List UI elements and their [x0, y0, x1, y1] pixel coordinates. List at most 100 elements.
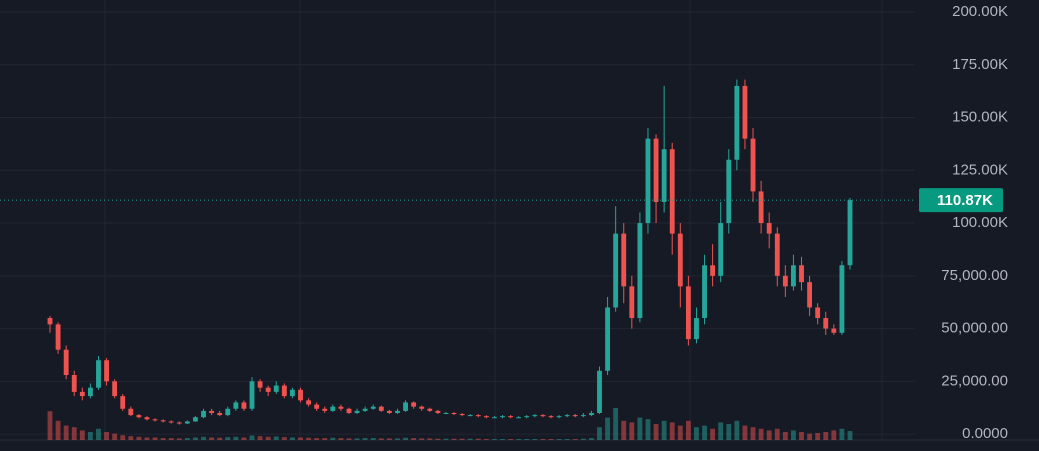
candle-body	[500, 416, 505, 418]
volume-bar	[249, 435, 255, 440]
volume-bar	[55, 420, 61, 440]
candle-body	[176, 422, 182, 424]
volume-bar	[588, 438, 594, 440]
volume-bar	[580, 438, 586, 440]
candle-body	[548, 416, 554, 418]
volume-bar	[338, 438, 344, 440]
candle-body	[144, 417, 150, 420]
volume-bar	[362, 438, 368, 440]
candle-body	[734, 85, 740, 160]
volume-bar	[87, 432, 93, 440]
volume-bar	[168, 438, 174, 440]
volume-bar	[734, 420, 740, 440]
candle-body	[621, 233, 627, 287]
volume-bar	[354, 438, 360, 440]
volume-bar	[807, 433, 813, 440]
candle-body	[314, 404, 320, 409]
volume-bar	[370, 438, 376, 440]
candle-body	[694, 318, 699, 340]
candle-body	[338, 406, 344, 409]
volume-bar	[411, 438, 417, 440]
volume-bar	[483, 439, 489, 440]
candle-body	[524, 416, 530, 418]
candle-body	[63, 349, 69, 376]
candle-body	[750, 138, 756, 192]
volume-bar	[685, 420, 691, 440]
volume-bar	[160, 438, 166, 440]
volume-bar	[346, 438, 352, 440]
candle-body	[588, 412, 594, 416]
candle-body	[79, 391, 85, 397]
candle-body	[637, 223, 643, 319]
candle-body	[605, 307, 610, 371]
volume-bar	[395, 438, 400, 440]
volume-bar	[451, 438, 457, 440]
candle-body	[807, 282, 813, 308]
candle-body	[386, 410, 392, 413]
candle-body	[556, 416, 562, 418]
candle-body	[395, 410, 400, 413]
volume-bar	[112, 433, 118, 440]
candle-body	[597, 370, 602, 413]
candle-body	[564, 415, 570, 417]
candle-body	[677, 233, 683, 287]
y-tick-label: 150.00K	[952, 109, 1008, 126]
volume-bar	[694, 427, 699, 440]
volume-bar	[645, 419, 651, 440]
candle-body	[257, 381, 263, 388]
candle-body	[241, 402, 247, 409]
candle-body	[467, 415, 473, 417]
y-tick-label: 100.00K	[952, 214, 1008, 231]
y-tick-label: 25,000.00	[941, 372, 1008, 389]
volume-bar	[669, 422, 675, 440]
volume-bar	[427, 438, 433, 440]
candle-body	[774, 233, 780, 276]
candle-body	[459, 414, 465, 416]
volume-bar	[96, 428, 101, 440]
last-price-box	[919, 188, 1003, 213]
candle-body	[572, 415, 578, 417]
candle-body	[483, 416, 489, 418]
candle-body	[136, 415, 142, 418]
y-tick-label: 125.00K	[952, 161, 1008, 178]
volume-bar	[120, 435, 126, 440]
candle-body	[782, 275, 788, 287]
candle-body	[419, 406, 425, 409]
candle-body	[839, 265, 845, 333]
volume-bar	[815, 432, 821, 440]
volume-bar	[718, 422, 724, 440]
volume-bar	[791, 430, 796, 440]
candle-body	[233, 402, 239, 409]
volume-bar	[524, 439, 530, 440]
volume-bar	[653, 424, 659, 440]
candle-body	[435, 410, 441, 413]
candle-body	[742, 85, 748, 139]
volume-bar	[823, 432, 829, 440]
y-tick-label: 200.00K	[952, 3, 1008, 20]
volume-bar	[241, 437, 247, 440]
volume-bar	[532, 439, 538, 440]
volume-bar	[677, 425, 683, 440]
volume-bar	[564, 439, 570, 440]
volume-bar	[136, 436, 142, 440]
volume-bar	[290, 437, 295, 440]
volume-bar	[144, 437, 150, 440]
volume-bar	[540, 439, 546, 440]
volume-bar	[847, 431, 853, 440]
candle-body	[346, 408, 352, 413]
candle-body	[71, 375, 77, 392]
candle-body	[791, 265, 796, 287]
volume-bar	[386, 438, 392, 440]
candle-body	[613, 233, 619, 308]
volume-bar	[322, 438, 328, 440]
y-tick-label: 175.00K	[952, 56, 1008, 73]
candle-body	[184, 421, 190, 424]
y-tick-label: 75,000.00	[941, 267, 1008, 284]
candle-body	[378, 406, 384, 411]
candle-body	[427, 408, 433, 411]
candle-body	[281, 385, 287, 397]
volume-bar	[257, 436, 263, 440]
candle-body	[661, 149, 667, 202]
